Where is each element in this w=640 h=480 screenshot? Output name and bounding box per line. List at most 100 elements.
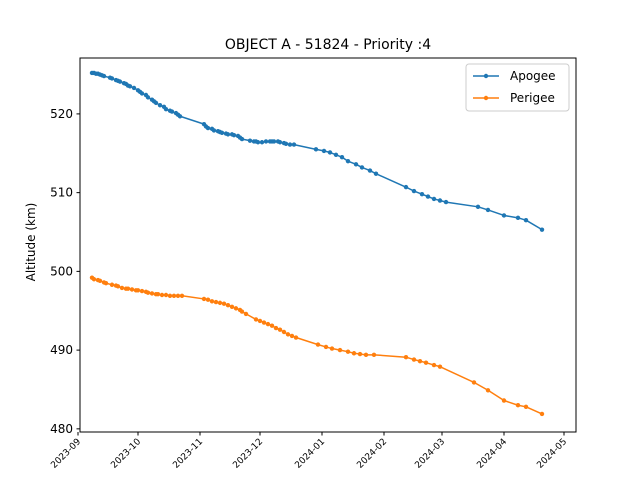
data-point-apogee (153, 100, 159, 106)
data-point-perigee (363, 352, 369, 358)
y-tick-label: 490 (50, 343, 73, 357)
data-point-perigee (277, 327, 283, 332)
data-point-perigee (411, 357, 417, 362)
data-point-perigee (91, 277, 97, 282)
data-point-apogee (327, 150, 333, 155)
data-point-apogee (359, 165, 365, 170)
legend-marker-apogee (483, 73, 489, 79)
data-point-perigee (423, 360, 429, 365)
data-point-apogee (177, 114, 183, 119)
data-point-perigee (501, 398, 507, 403)
data-point-perigee (285, 332, 291, 337)
data-point-apogee (163, 106, 169, 112)
y-axis-label: Altitude (km) (24, 203, 38, 282)
series-apogee (89, 70, 545, 232)
data-point-apogee (515, 215, 521, 221)
data-point-perigee (97, 278, 103, 284)
data-point-apogee (225, 132, 231, 137)
plot-area (89, 70, 545, 417)
data-point-apogee (131, 85, 137, 91)
data-point-perigee (337, 347, 343, 353)
data-point-perigee (225, 303, 231, 308)
data-point-perigee (417, 358, 423, 364)
legend-label-perigee: Perigee (510, 91, 555, 105)
data-point-apogee (127, 84, 133, 89)
data-point-perigee (471, 380, 477, 385)
data-point-perigee (253, 317, 259, 322)
data-point-apogee (139, 91, 145, 96)
data-point-perigee (281, 329, 287, 335)
data-point-apogee (291, 142, 297, 147)
data-point-apogee (501, 213, 507, 218)
data-point-perigee (201, 296, 207, 302)
data-point-perigee (243, 311, 249, 317)
data-point-perigee (371, 352, 377, 358)
data-point-perigee (167, 293, 173, 298)
data-point-perigee (269, 323, 275, 328)
y-tick-label: 520 (50, 107, 73, 121)
data-point-perigee (119, 285, 125, 291)
data-point-apogee (259, 140, 265, 145)
data-point-apogee (373, 171, 379, 176)
data-point-apogee (169, 109, 175, 114)
data-point-perigee (437, 364, 443, 369)
data-point-apogee (523, 218, 529, 223)
data-point-apogee (333, 152, 339, 158)
data-point-apogee (219, 130, 225, 135)
data-point-perigee (345, 349, 351, 354)
data-point-apogee (231, 132, 237, 138)
data-point-apogee (353, 162, 359, 167)
data-point-apogee (475, 204, 481, 210)
data-point-perigee (125, 286, 131, 291)
data-point-apogee (411, 188, 417, 194)
y-tick-label: 500 (50, 264, 73, 278)
data-point-perigee (221, 301, 227, 306)
data-point-perigee (293, 335, 299, 340)
data-point-perigee (273, 325, 279, 331)
data-point-perigee (539, 411, 545, 417)
data-point-apogee (425, 194, 431, 199)
data-point-perigee (329, 346, 335, 351)
data-point-perigee (109, 282, 115, 287)
legend: Apogee Perigee (465, 63, 570, 112)
data-point-apogee (239, 136, 245, 142)
data-point-perigee (209, 299, 215, 304)
data-point-perigee (265, 321, 271, 327)
data-point-apogee (255, 140, 261, 145)
data-point-perigee (135, 288, 141, 293)
y-tick-label: 510 (50, 186, 73, 200)
data-point-apogee (437, 198, 443, 203)
data-point-apogee (287, 142, 293, 147)
data-point-apogee (339, 155, 345, 160)
data-point-apogee (101, 73, 107, 79)
data-point-perigee (149, 291, 155, 296)
data-point-apogee (485, 207, 491, 213)
data-point-apogee (117, 79, 123, 84)
data-point-apogee (419, 192, 425, 197)
data-point-perigee (403, 355, 409, 360)
data-point-perigee (233, 306, 239, 311)
legend-label-apogee: Apogee (510, 69, 556, 83)
data-point-apogee (321, 148, 327, 154)
data-point-apogee (109, 76, 115, 81)
data-point-perigee (175, 293, 181, 298)
data-point-perigee (129, 287, 135, 292)
chart-title: OBJECT A - 51824 - Priority :4 (225, 37, 431, 53)
data-point-perigee (351, 351, 357, 356)
data-point-apogee (345, 158, 351, 164)
data-point-perigee (357, 351, 363, 357)
data-point-perigee (261, 320, 267, 325)
data-point-apogee (211, 128, 217, 133)
plot-frame (79, 57, 577, 433)
y-tick-label: 480 (50, 422, 73, 436)
data-point-perigee (239, 309, 245, 314)
data-point-perigee (485, 388, 491, 393)
data-point-perigee (205, 297, 211, 302)
data-point-apogee (539, 227, 545, 232)
data-point-perigee (155, 292, 161, 297)
data-point-perigee (115, 284, 121, 289)
data-point-apogee (263, 139, 269, 144)
data-point-perigee (229, 304, 235, 310)
data-point-perigee (323, 344, 329, 350)
